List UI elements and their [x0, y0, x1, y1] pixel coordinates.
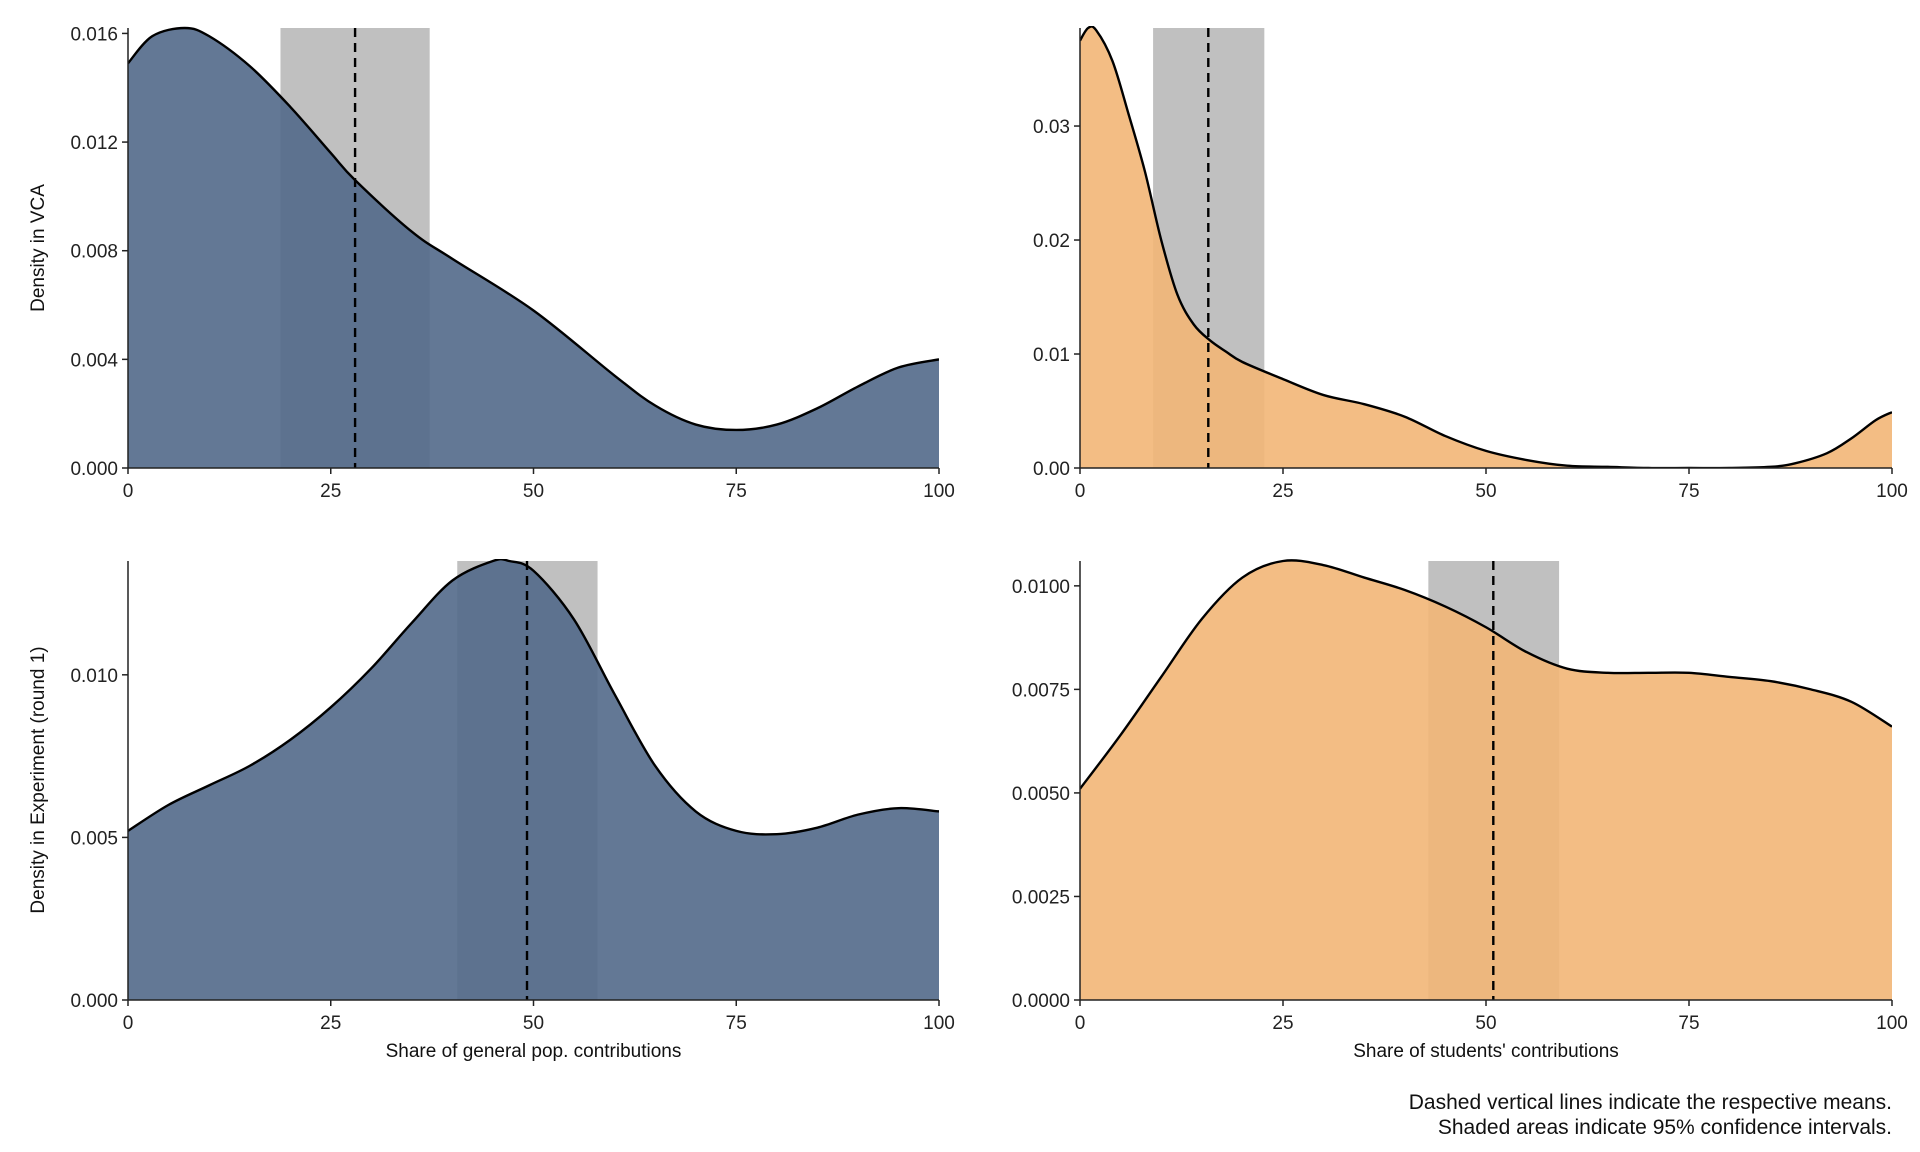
y-tick-label: 0.010	[70, 666, 118, 687]
x-axis-title: Share of students' contributions	[1353, 1041, 1619, 1062]
x-tick-label: 75	[1678, 1013, 1699, 1034]
x-tick-label: 75	[726, 481, 747, 502]
y-axis-title: Density in VCA	[28, 184, 49, 312]
chart-panel-bottom-right: 0 25 50 75 100 0.0000 0.0025 0.0050 0.0075 0.0100…	[1012, 559, 1908, 1062]
y-tick-label: 0.01	[1033, 345, 1070, 366]
y-tick-label: 0.0025	[1012, 887, 1070, 908]
density-area	[128, 559, 939, 1000]
y-tick-label: 0.0100	[1012, 577, 1070, 598]
density-curve	[1080, 559, 1892, 790]
y-tick-label: 0.00	[1033, 459, 1070, 480]
x-tick-label: 50	[523, 1013, 544, 1034]
y-tick-label: 0.0050	[1012, 784, 1070, 805]
x-tick-label: 100	[1876, 481, 1908, 502]
x-tick-label: 25	[320, 1013, 341, 1034]
x-tick-label: 100	[923, 1013, 955, 1034]
density-area	[1080, 560, 1892, 1000]
caption-line-ci: Shaded areas indicate 95% confidence int…	[1437, 1116, 1892, 1139]
y-tick-label: 0.000	[70, 991, 118, 1012]
chart-panel-bottom-left: 0 25 50 75 100 0.000 0.005 0.010 Share of genera…	[28, 559, 955, 1062]
y-tick-label: 0.03	[1033, 117, 1070, 138]
density-area	[1080, 26, 1892, 468]
x-tick-label: 0	[123, 1013, 134, 1034]
x-tick-label: 25	[1272, 1013, 1293, 1034]
y-tick-label: 0.000	[70, 459, 118, 480]
x-tick-label: 100	[923, 481, 955, 502]
y-axis-title: Density in Experiment (round 1)	[28, 646, 49, 913]
y-tick-label: 0.0075	[1012, 680, 1070, 701]
x-tick-label: 0	[123, 481, 134, 502]
x-axis-title: Share of general pop. contributions	[386, 1041, 682, 1062]
y-tick-label: 0.0000	[1012, 991, 1070, 1012]
y-tick-label: 0.02	[1033, 231, 1070, 252]
caption-line-means: Dashed vertical lines indicate the respe…	[1408, 1091, 1892, 1114]
chart-panel-top-left: 0 25 50 75 100 0.000 0.004 0.008 0.012 0.016 Densi…	[28, 24, 955, 502]
density-area	[128, 28, 939, 468]
x-tick-label: 75	[1678, 481, 1699, 502]
x-tick-label: 25	[1272, 481, 1293, 502]
chart-panel-top-right: 0 25 50 75 100 0.00 0.01 0.02 0.03	[1033, 26, 1908, 502]
x-tick-label: 25	[320, 481, 341, 502]
y-tick-label: 0.012	[70, 133, 118, 154]
y-tick-label: 0.016	[70, 24, 118, 45]
x-tick-label: 0	[1075, 481, 1086, 502]
density-curve	[128, 26, 939, 432]
x-tick-label: 75	[726, 1013, 747, 1034]
y-tick-label: 0.004	[70, 350, 118, 371]
x-tick-label: 0	[1075, 1013, 1086, 1034]
y-tick-label: 0.005	[70, 828, 118, 849]
caption: Dashed vertical lines indicate the respe…	[1409, 1090, 1892, 1140]
x-tick-label: 100	[1876, 1013, 1908, 1034]
density-curve	[1080, 26, 1892, 468]
x-tick-label: 50	[523, 481, 544, 502]
x-tick-label: 50	[1475, 481, 1496, 502]
x-tick-label: 50	[1475, 1013, 1496, 1034]
y-tick-label: 0.008	[70, 242, 118, 263]
